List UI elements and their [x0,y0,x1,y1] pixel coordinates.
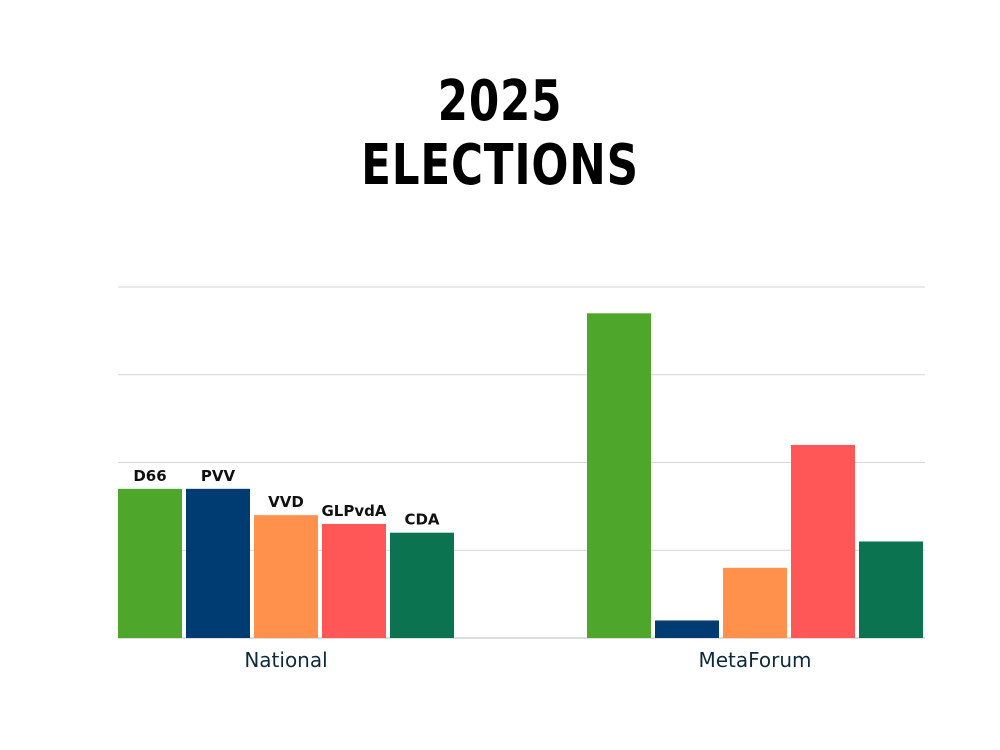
title-year: 2025 [437,69,563,134]
bars [118,313,923,638]
title-elections: ELECTIONS [361,133,639,198]
bar-national-glpvda [322,523,386,638]
bar-national-vvd [254,515,318,638]
x-axis: National MetaForum [244,648,811,672]
bar-label-glpvda: GLPvdA [322,502,387,520]
x-tick-label-national: National [244,648,327,672]
bar-metaforum-pvv [655,620,719,638]
bar-label-pvv: PVV [201,467,236,485]
bar-metaforum-cda [859,541,923,638]
bar-label-vvd: VVD [268,493,304,511]
bar-national-cda [390,532,454,638]
bar-national-pvv [186,488,250,638]
bar-label-d66: D66 [133,467,166,485]
bar-metaforum-d66 [587,313,651,638]
bar-metaforum-vvd [723,567,787,638]
bar-national-d66 [118,488,182,638]
bar-metaforum-glpvda [791,444,855,638]
chart-title: 2025 ELECTIONS [0,70,1000,198]
x-tick-label-metaforum: MetaForum [698,648,811,672]
bar-labels: D66 PVV VVD GLPvdA CDA [133,467,440,529]
bar-label-cda: CDA [404,511,439,529]
grid-lines [118,286,925,639]
